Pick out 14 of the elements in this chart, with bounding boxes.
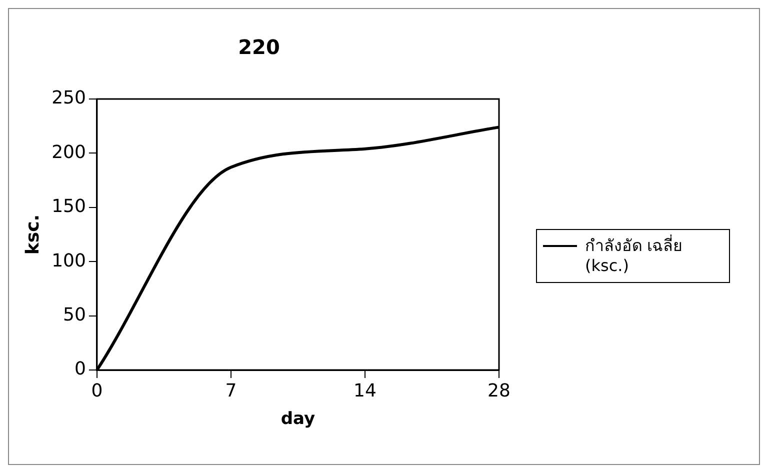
y-tick-label: 250 xyxy=(52,88,86,109)
chart-title: 220 xyxy=(238,35,280,60)
legend-label: กำลังอัด เฉลี่ย (ksc.) xyxy=(585,236,684,276)
x-tick-label: 0 xyxy=(91,380,103,402)
x-tick-label: 28 xyxy=(488,380,510,402)
x-tick-label: 14 xyxy=(354,380,376,402)
y-tick-label: 50 xyxy=(63,304,86,326)
y-tick-label: 100 xyxy=(52,250,86,272)
y-tick-label: 150 xyxy=(52,196,86,218)
y-tick-label: 0 xyxy=(74,358,86,380)
y-axis-title: ksc. xyxy=(22,214,44,255)
x-axis-title: day xyxy=(280,409,316,430)
y-tick-label: 200 xyxy=(52,142,86,163)
x-tick-label: 7 xyxy=(225,380,237,402)
